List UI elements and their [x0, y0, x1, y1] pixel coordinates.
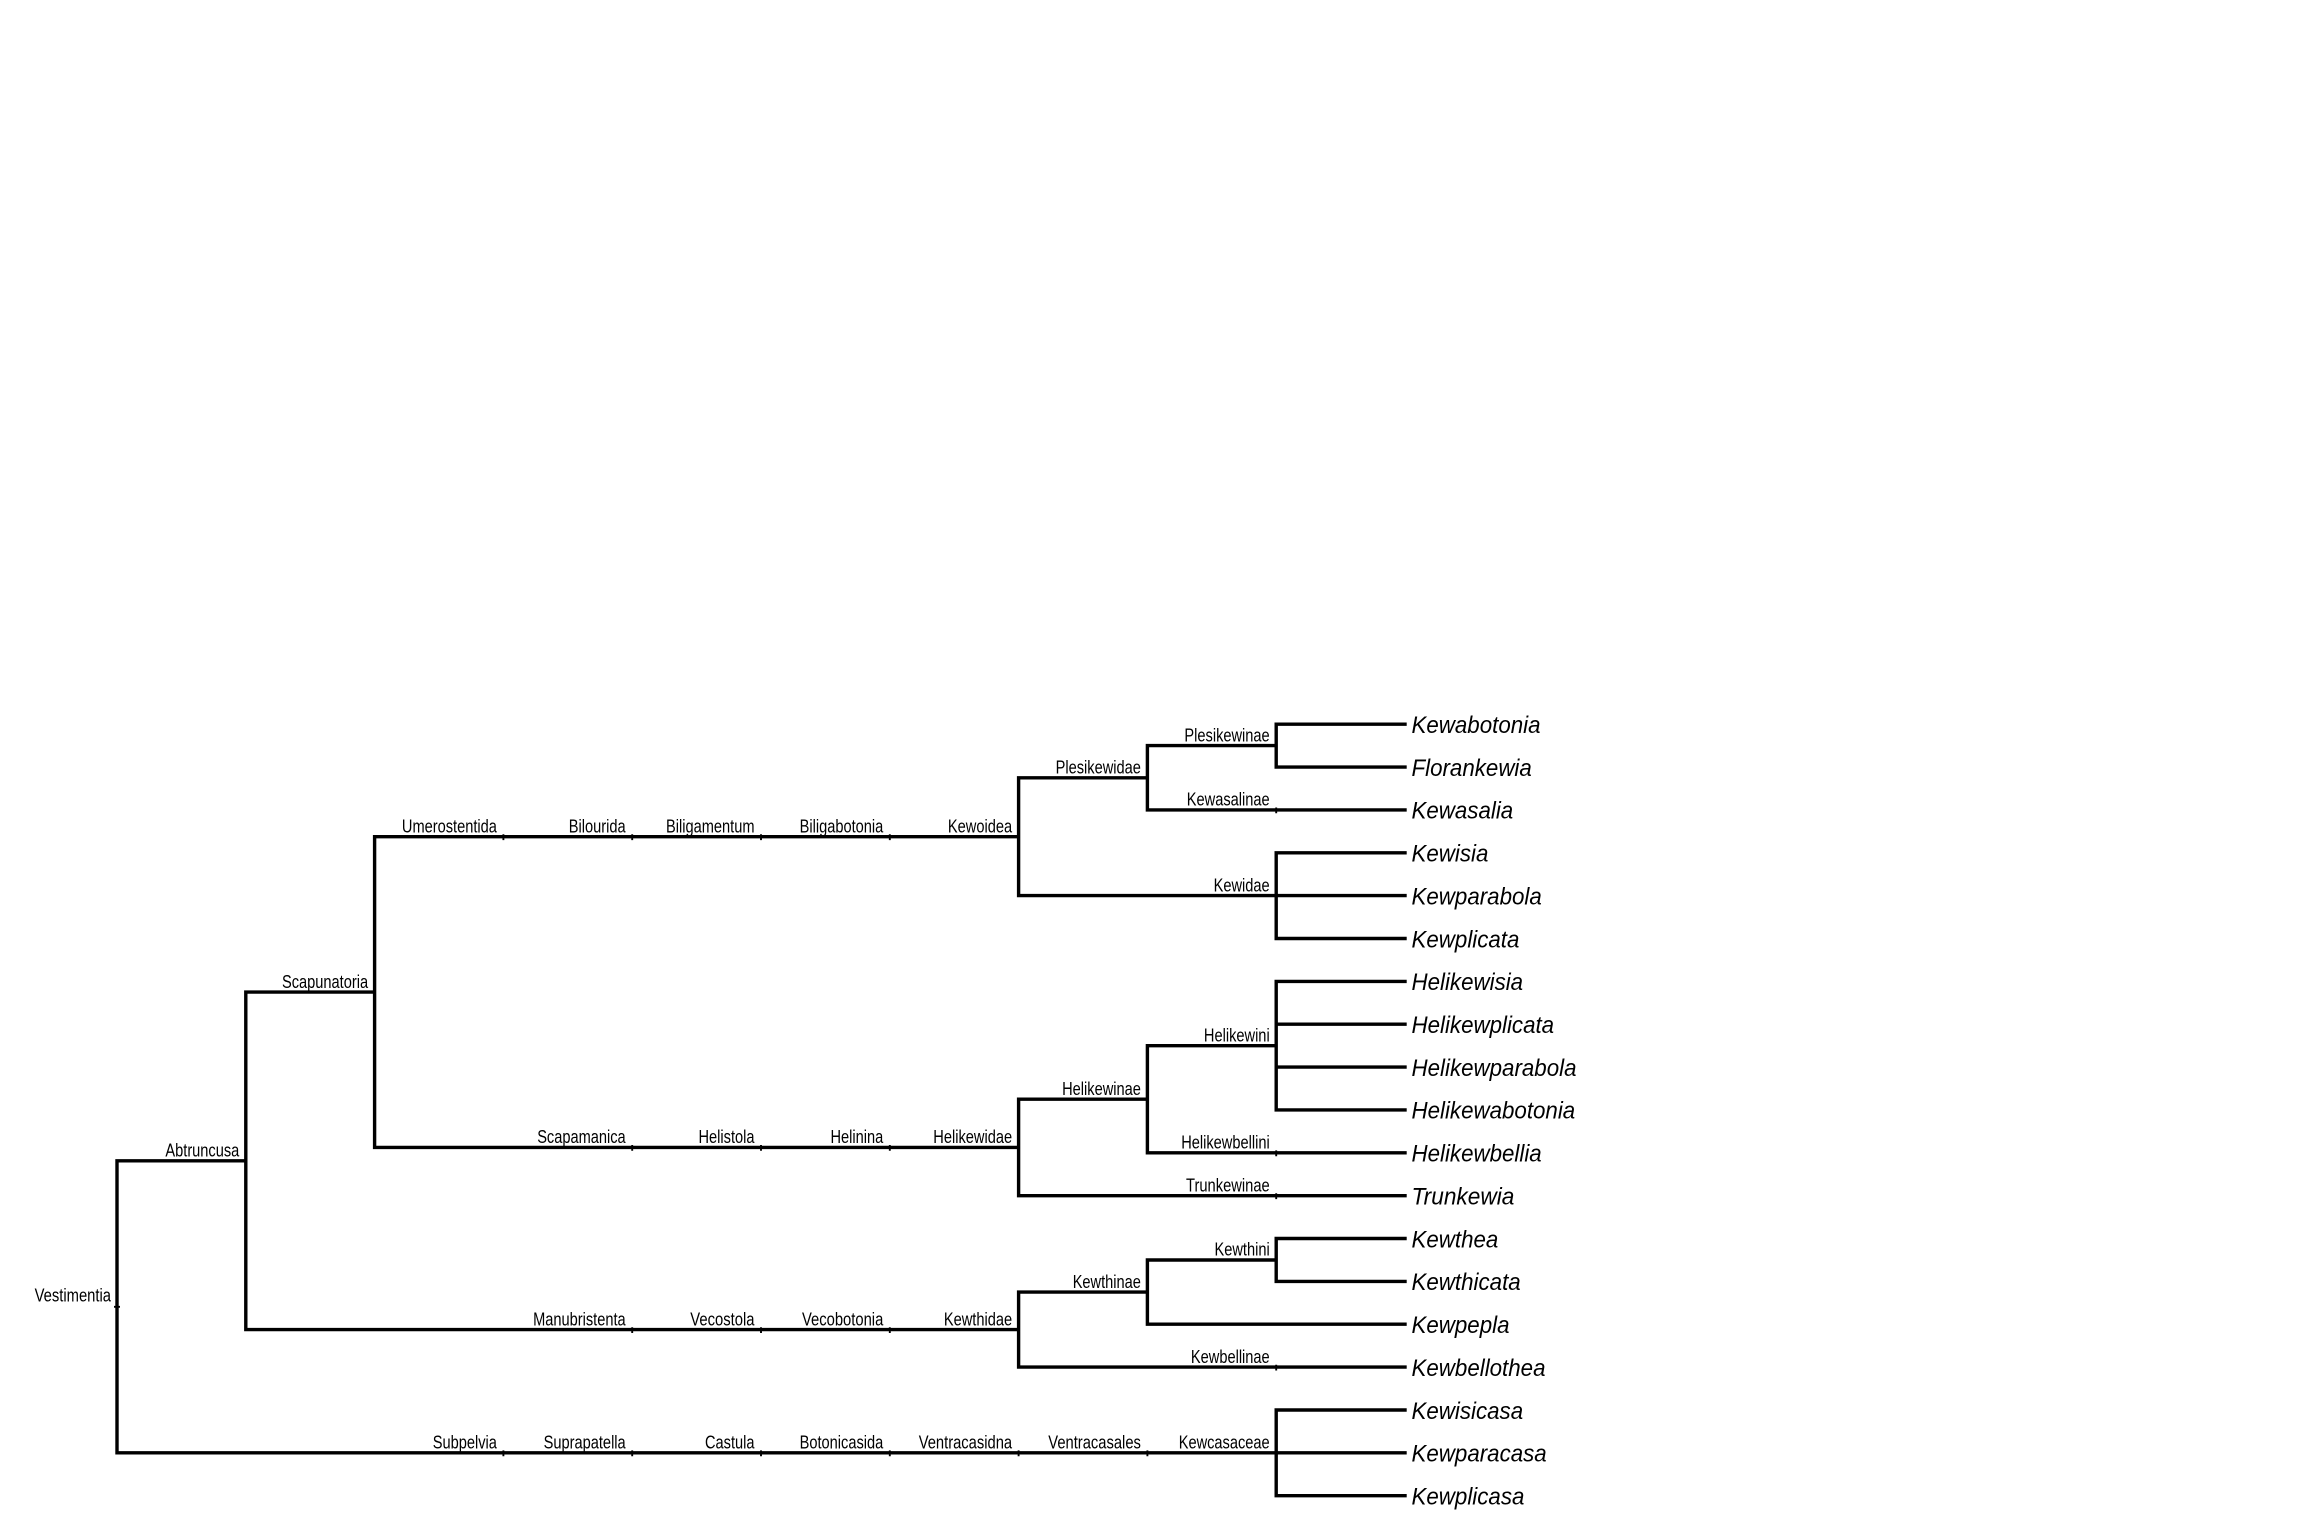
- svg-text:Helikewparabola: Helikewparabola: [1412, 1055, 1577, 1082]
- svg-text:Kewparabola: Kewparabola: [1412, 883, 1542, 910]
- svg-text:Helikewbellini: Helikewbellini: [1181, 1133, 1270, 1153]
- svg-text:Kewthea: Kewthea: [1412, 1226, 1499, 1253]
- svg-text:Helikewinae: Helikewinae: [1062, 1079, 1141, 1099]
- svg-text:Florankewia: Florankewia: [1412, 755, 1532, 782]
- svg-text:Helikewabotonia: Helikewabotonia: [1412, 1098, 1576, 1125]
- svg-text:Scapamanica: Scapamanica: [537, 1127, 626, 1147]
- svg-text:Scapunatoria: Scapunatoria: [282, 972, 369, 992]
- svg-text:Suprapatella: Suprapatella: [544, 1433, 627, 1453]
- svg-text:Helikewplicata: Helikewplicata: [1412, 1012, 1555, 1039]
- svg-text:Kewthini: Kewthini: [1215, 1240, 1270, 1260]
- svg-text:Kewasalinae: Kewasalinae: [1187, 790, 1270, 810]
- svg-text:Kewasalia: Kewasalia: [1412, 798, 1514, 825]
- svg-text:Vecobotonia: Vecobotonia: [802, 1309, 884, 1329]
- svg-text:Kewthidae: Kewthidae: [944, 1309, 1012, 1329]
- svg-text:Kewabotonia: Kewabotonia: [1412, 712, 1541, 739]
- svg-text:Manubristenta: Manubristenta: [533, 1309, 626, 1329]
- svg-text:Bilourida: Bilourida: [569, 816, 627, 836]
- svg-text:Kewoidea: Kewoidea: [948, 816, 1013, 836]
- svg-text:Kewparacasa: Kewparacasa: [1412, 1441, 1547, 1468]
- svg-text:Biligamentum: Biligamentum: [666, 816, 755, 836]
- svg-text:Kewcasaceae: Kewcasaceae: [1179, 1433, 1270, 1453]
- svg-text:Vestimentia: Vestimentia: [35, 1285, 112, 1305]
- svg-text:Helikewidae: Helikewidae: [933, 1127, 1012, 1147]
- svg-text:Kewidae: Kewidae: [1214, 875, 1270, 895]
- svg-text:Helikewini: Helikewini: [1204, 1025, 1270, 1045]
- svg-text:Kewbellothea: Kewbellothea: [1412, 1355, 1546, 1382]
- svg-text:Helikewbellia: Helikewbellia: [1412, 1141, 1542, 1168]
- svg-text:Kewthinae: Kewthinae: [1073, 1272, 1141, 1292]
- svg-text:Helinina: Helinina: [831, 1127, 885, 1147]
- svg-text:Trunkewia: Trunkewia: [1412, 1184, 1515, 1211]
- svg-text:Kewisia: Kewisia: [1412, 841, 1489, 868]
- svg-text:Kewplicasa: Kewplicasa: [1412, 1484, 1525, 1511]
- svg-text:Helistola: Helistola: [699, 1127, 756, 1147]
- svg-text:Helikewisia: Helikewisia: [1412, 969, 1524, 996]
- svg-text:Kewbellinae: Kewbellinae: [1191, 1347, 1270, 1367]
- svg-text:Ventracasales: Ventracasales: [1048, 1433, 1141, 1453]
- svg-text:Biligabotonia: Biligabotonia: [800, 816, 885, 836]
- svg-text:Abtruncusa: Abtruncusa: [165, 1141, 240, 1161]
- svg-text:Subpelvia: Subpelvia: [433, 1433, 498, 1453]
- svg-text:Kewpepla: Kewpepla: [1412, 1312, 1510, 1339]
- svg-text:Kewplicata: Kewplicata: [1412, 926, 1520, 953]
- svg-text:Castula: Castula: [705, 1433, 755, 1453]
- svg-text:Umerostentida: Umerostentida: [402, 816, 498, 836]
- svg-text:Plesikewinae: Plesikewinae: [1184, 725, 1269, 745]
- svg-text:Botonicasida: Botonicasida: [800, 1433, 884, 1453]
- svg-text:Ventracasidna: Ventracasidna: [919, 1433, 1013, 1453]
- svg-text:Trunkewinae: Trunkewinae: [1186, 1175, 1270, 1195]
- svg-text:Kewisicasa: Kewisicasa: [1412, 1398, 1524, 1425]
- svg-text:Plesikewidae: Plesikewidae: [1056, 758, 1141, 778]
- svg-text:Vecostola: Vecostola: [690, 1309, 755, 1329]
- svg-text:Kewthicata: Kewthicata: [1412, 1269, 1521, 1296]
